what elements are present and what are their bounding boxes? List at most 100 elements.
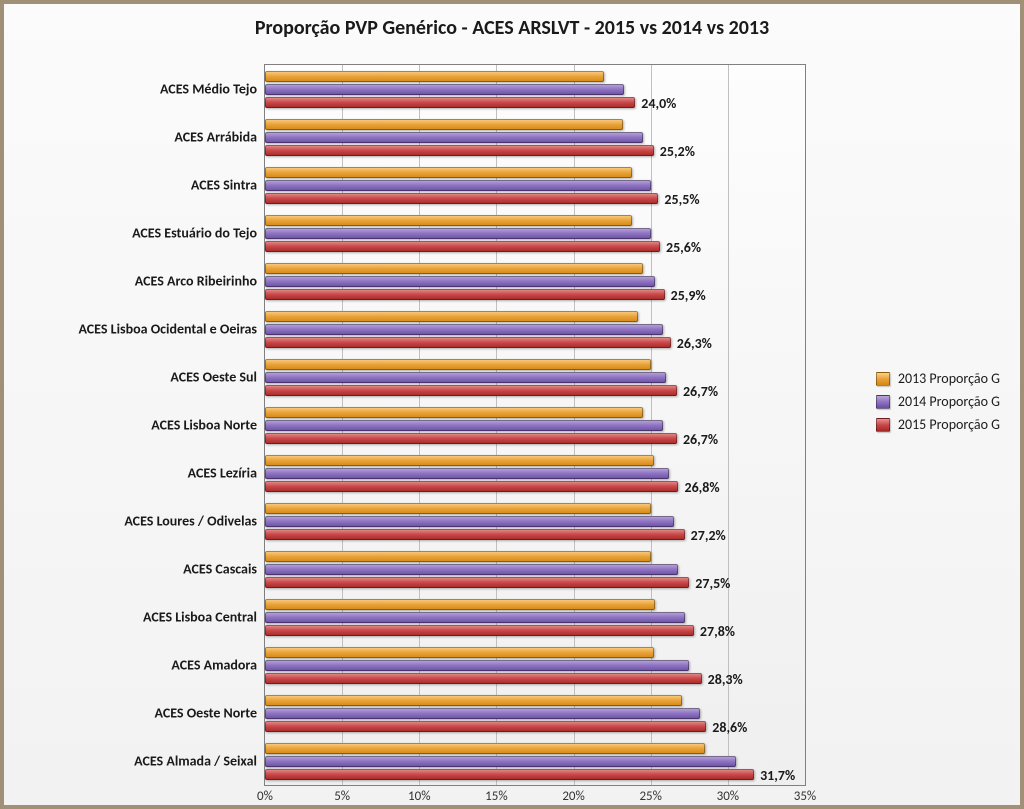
bar-2013 xyxy=(265,503,651,514)
data-label-2015: 26,7% xyxy=(683,431,718,448)
bar-2015 xyxy=(265,193,658,204)
plot-area: 0%5%10%15%20%25%30%35%ACES Médio Tejo24,… xyxy=(264,64,806,786)
bar-2015 xyxy=(265,97,635,108)
category-label: ACES Sintra xyxy=(7,177,265,194)
category-group: ACES Lezíria26,8% xyxy=(265,449,805,497)
category-group: ACES Lisboa Ocidental e Oeiras26,3% xyxy=(265,305,805,353)
bar-2013 xyxy=(265,455,654,466)
data-label-2015: 26,7% xyxy=(683,383,718,400)
bar-2014 xyxy=(265,324,663,335)
category-group: ACES Oeste Sul26,7% xyxy=(265,353,805,401)
category-group: ACES Sintra25,5% xyxy=(265,161,805,209)
bar-2014 xyxy=(265,180,651,191)
category-label: ACES Arrábida xyxy=(7,129,265,146)
bar-2015 xyxy=(265,337,671,348)
bar-2014 xyxy=(265,84,624,95)
bar-2015 xyxy=(265,769,754,780)
bar-2015 xyxy=(265,577,689,588)
data-label-2015: 27,2% xyxy=(691,527,726,544)
legend-label: 2015 Proporção G xyxy=(898,416,1000,433)
bar-2015 xyxy=(265,481,678,492)
chart-container: Proporção PVP Genérico - ACES ARSLVT - 2… xyxy=(0,0,1024,809)
legend-item: 2014 Proporção G xyxy=(876,393,1000,410)
category-group: ACES Médio Tejo24,0% xyxy=(265,65,805,113)
bar-2015 xyxy=(265,625,694,636)
bar-2015 xyxy=(265,721,706,732)
x-tick-label: 25% xyxy=(639,789,661,804)
category-group: ACES Estuário do Tejo25,6% xyxy=(265,209,805,257)
category-label: ACES Cascais xyxy=(7,561,265,578)
bar-2013 xyxy=(265,407,643,418)
category-label: ACES Amadora xyxy=(7,657,265,674)
bar-2014 xyxy=(265,564,678,575)
category-label: ACES Oeste Norte xyxy=(7,705,265,722)
data-label-2015: 31,7% xyxy=(760,767,795,784)
bar-2015 xyxy=(265,673,702,684)
legend-item: 2015 Proporção G xyxy=(876,416,1000,433)
data-label-2015: 28,6% xyxy=(712,719,747,736)
data-label-2015: 24,0% xyxy=(641,95,676,112)
data-label-2015: 25,6% xyxy=(666,239,701,256)
bar-2015 xyxy=(265,289,665,300)
category-label: ACES Médio Tejo xyxy=(7,81,265,98)
category-group: ACES Almada / Seixal31,7% xyxy=(265,737,805,785)
category-group: ACES Amadora28,3% xyxy=(265,641,805,689)
bar-2013 xyxy=(265,71,604,82)
bar-2015 xyxy=(265,433,677,444)
data-label-2015: 26,8% xyxy=(684,479,719,496)
data-label-2015: 28,3% xyxy=(708,671,743,688)
bar-2015 xyxy=(265,529,685,540)
legend-label: 2013 Proporção G xyxy=(898,370,1000,387)
bar-2013 xyxy=(265,167,632,178)
bar-2014 xyxy=(265,468,669,479)
category-group: ACES Lisboa Norte26,7% xyxy=(265,401,805,449)
bar-2014 xyxy=(265,276,655,287)
category-group: ACES Loures / Odivelas27,2% xyxy=(265,497,805,545)
bar-2013 xyxy=(265,551,651,562)
x-tick-label: 10% xyxy=(408,789,430,804)
bar-2015 xyxy=(265,241,660,252)
category-label: ACES Oeste Sul xyxy=(7,369,265,386)
legend-swatch xyxy=(876,372,890,386)
bar-2013 xyxy=(265,359,651,370)
x-tick-label: 35% xyxy=(794,789,816,804)
category-label: ACES Lezíria xyxy=(7,465,265,482)
category-label: ACES Arco Ribeirinho xyxy=(7,273,265,290)
data-label-2015: 27,5% xyxy=(695,575,730,592)
legend-swatch xyxy=(876,395,890,409)
x-tick-label: 30% xyxy=(717,789,739,804)
bar-2014 xyxy=(265,420,663,431)
category-label: ACES Lisboa Ocidental e Oeiras xyxy=(7,321,265,338)
bar-2013 xyxy=(265,743,705,754)
category-label: ACES Almada / Seixal xyxy=(7,753,265,770)
bar-2013 xyxy=(265,215,632,226)
data-label-2015: 25,5% xyxy=(664,191,699,208)
bar-2014 xyxy=(265,612,685,623)
legend-swatch xyxy=(876,418,890,432)
legend-label: 2014 Proporção G xyxy=(898,393,1000,410)
bar-2014 xyxy=(265,516,674,527)
bar-2014 xyxy=(265,708,700,719)
category-group: ACES Oeste Norte28,6% xyxy=(265,689,805,737)
bar-2015 xyxy=(265,385,677,396)
category-group: ACES Lisboa Central27,8% xyxy=(265,593,805,641)
chart-title: Proporção PVP Genérico - ACES ARSLVT - 2… xyxy=(4,4,1020,48)
x-tick-label: 5% xyxy=(334,789,350,804)
data-label-2015: 25,2% xyxy=(660,143,695,160)
bar-2014 xyxy=(265,228,651,239)
x-tick-label: 0% xyxy=(257,789,273,804)
data-label-2015: 26,3% xyxy=(677,335,712,352)
bar-2013 xyxy=(265,311,638,322)
bar-2013 xyxy=(265,599,655,610)
category-label: ACES Estuário do Tejo xyxy=(7,225,265,242)
category-label: ACES Lisboa Norte xyxy=(7,417,265,434)
data-label-2015: 27,8% xyxy=(700,623,735,640)
bar-2013 xyxy=(265,119,623,130)
legend: 2013 Proporção G 2014 Proporção G 2015 Pro… xyxy=(876,364,1000,439)
category-group: ACES Arco Ribeirinho25,9% xyxy=(265,257,805,305)
x-tick-label: 20% xyxy=(562,789,584,804)
category-label: ACES Lisboa Central xyxy=(7,609,265,626)
bar-2014 xyxy=(265,372,666,383)
bar-2013 xyxy=(265,695,682,706)
bar-2013 xyxy=(265,263,643,274)
